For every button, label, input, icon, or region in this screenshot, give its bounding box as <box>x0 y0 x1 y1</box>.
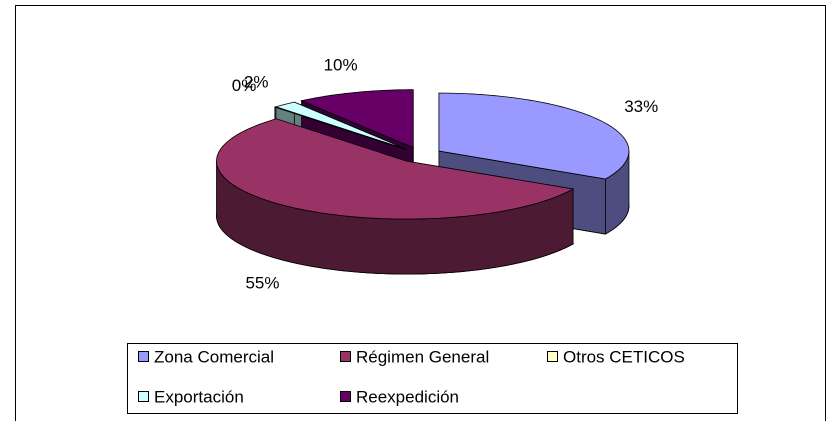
legend-label: Exportación <box>154 387 244 406</box>
data-label: 33% <box>624 97 658 116</box>
slice <box>438 92 630 180</box>
legend-swatch <box>547 351 558 362</box>
data-label: 2% <box>244 72 269 91</box>
slice <box>300 89 414 149</box>
legend-label: Reexpedición <box>356 387 459 406</box>
legend-swatch <box>340 351 351 362</box>
slice <box>274 106 406 150</box>
legend-box <box>127 343 738 414</box>
legend-label: Régimen General <box>356 347 489 366</box>
legend-swatch <box>138 351 149 362</box>
legend-swatch <box>340 391 351 402</box>
data-label: 55% <box>245 274 279 293</box>
slice <box>274 101 407 150</box>
legend-label: Zona Comercial <box>154 347 274 366</box>
data-label: 10% <box>324 55 358 74</box>
slice <box>216 118 575 220</box>
data-label: 0% <box>232 76 257 95</box>
legend-swatch <box>138 391 149 402</box>
legend-label: Otros CETICOS <box>563 347 685 366</box>
